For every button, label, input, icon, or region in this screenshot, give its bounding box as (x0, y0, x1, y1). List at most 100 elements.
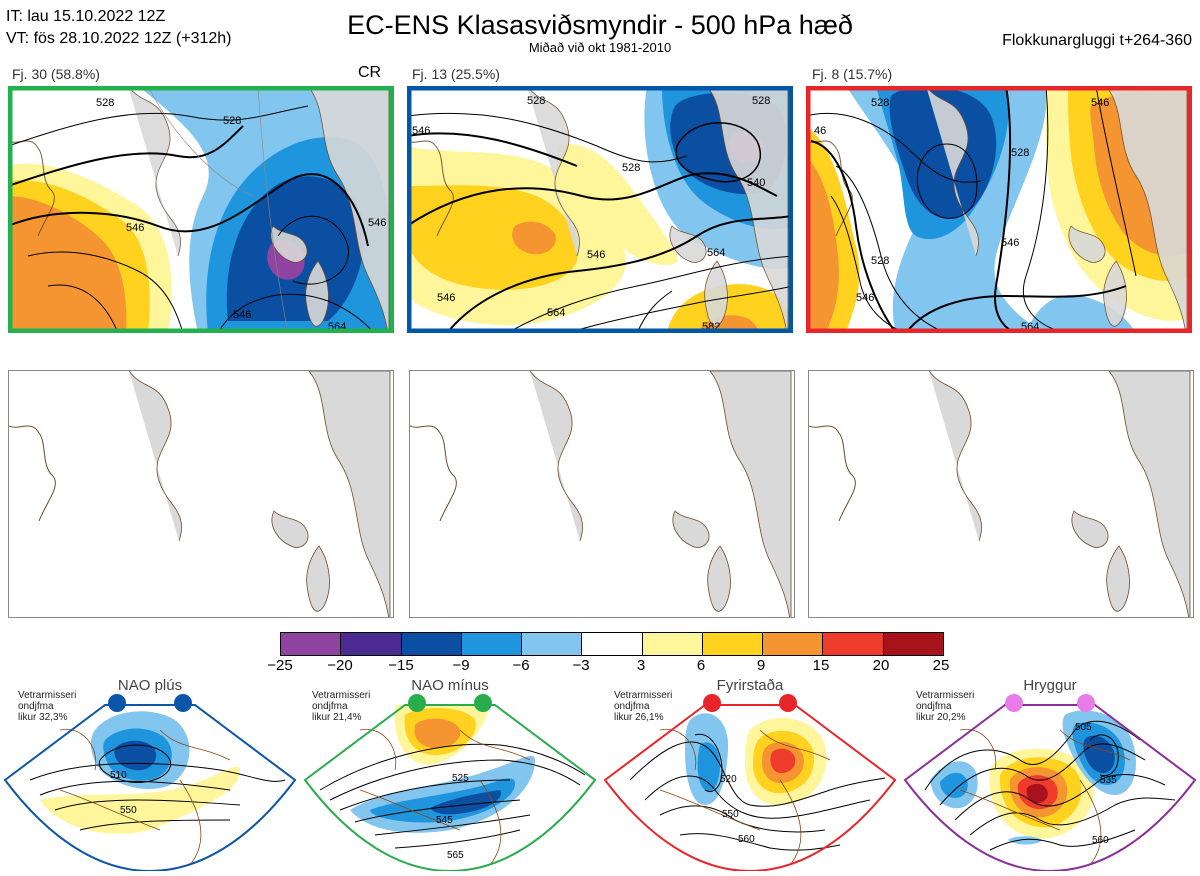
regime-4-marker (1077, 694, 1095, 712)
regime-1-contour-label: 550 (120, 805, 137, 816)
cluster-2-contour-label: 564 (547, 307, 565, 319)
regime-4-contour-label: 535 (1100, 775, 1117, 786)
page-title: EC-ENS Klasasviðsmyndir - 500 hPa hæð (347, 10, 853, 40)
regime-4-probability: likur 20,2% (916, 712, 966, 723)
regime-4-title: Hryggur (1023, 677, 1077, 694)
colorbar-swatch (702, 633, 764, 655)
cluster-1-label: Fj. 30 (58.8%) (12, 66, 100, 82)
cluster-1-contour-label: 528 (223, 115, 241, 127)
colorbar-swatch (582, 633, 643, 655)
colorbar-tick: 3 (636, 657, 646, 674)
valid-time: VT: fös 28.10.2022 12Z (+312h) (6, 30, 232, 47)
regime-3-title: Fyrirstaða (716, 677, 784, 694)
regime-2-probability: likur 21,4% (312, 712, 362, 723)
cluster-2-contour-label: 546 (412, 125, 430, 137)
cluster-2-contour-label: 546 (587, 249, 605, 261)
cluster-1-contour-label: 528 (96, 97, 114, 109)
regime-1-title: NAO plús (117, 677, 183, 694)
regime-2-months: ondjfma (312, 701, 348, 712)
regime-4-map: 505 535 560 (900, 690, 1200, 873)
colorbar (280, 632, 944, 656)
classification-window: Flokkunargluggi t+264-360 (1002, 32, 1192, 49)
cluster-2-contour-label: 528 (622, 162, 640, 174)
init-time: IT: lau 15.10.2022 12Z (6, 8, 166, 25)
regime-1-months: ondjfma (18, 701, 54, 712)
cluster-2-map: 528 546 546 564 528 540 564 546 582 528 (407, 86, 793, 333)
cluster-3-contour-label: 546 (1091, 97, 1109, 109)
regime-4-months: ondjfma (916, 701, 952, 712)
cluster-2-contour-label: 540 (747, 177, 765, 189)
regime-2-info: Vetrarmisseri ondjfma likur 21,4% (312, 690, 370, 723)
regime-1-marker (108, 694, 126, 712)
colorbar-tick: −3 (572, 657, 590, 674)
cluster-3-contour-label: 528 (871, 255, 889, 267)
regime-4-contour-label: 505 (1075, 722, 1092, 733)
colorbar-tick: 20 (872, 657, 890, 674)
regime-2-marker (474, 694, 492, 712)
empty-map-1 (8, 370, 394, 618)
regime-3-contour-label: 520 (720, 774, 737, 785)
page-subtitle: Miðað við okt 1981-2010 (528, 40, 672, 55)
cluster-2-contour-label: 546 (437, 292, 455, 304)
cluster-1-map: 528 546 546 546 564 528 (8, 86, 394, 333)
regime-3-season: Vetrarmisseri (614, 690, 673, 701)
colorbar-swatch (281, 633, 342, 655)
colorbar-swatch (522, 633, 583, 655)
colorbar-swatch (763, 633, 824, 655)
regime-3-marker (703, 694, 721, 712)
regime-4-season: Vetrarmisseri (916, 690, 975, 701)
colorbar-swatch (883, 633, 943, 655)
regime-1-info: Vetrarmisseri ondjfma likur 32,3% (18, 690, 76, 723)
regime-2-marker (408, 694, 426, 712)
colorbar-tick: −15 (388, 657, 414, 674)
regime-3-contour-label: 550 (722, 809, 739, 820)
regime-3-contour-label: 560 (738, 834, 755, 845)
cluster-1-contour-label: 546 (368, 217, 386, 229)
colorbar-tick: −20 (327, 657, 353, 674)
regime-1-season: Vetrarmisseri (18, 690, 77, 701)
regime-3-info: Vetrarmisseri ondjfma likur 26,1% (614, 690, 672, 723)
colorbar-tick: −25 (267, 657, 293, 674)
colorbar-tick: 25 (932, 657, 950, 674)
regime-3-months: ondjfma (614, 701, 650, 712)
empty-map-2 (409, 370, 795, 618)
cluster-3-contour-label: 528 (1011, 147, 1029, 159)
regime-2-map: 525 545 565 (300, 690, 600, 873)
cluster-2-contour-label: 528 (527, 95, 545, 107)
regime-4-marker (1005, 694, 1023, 712)
regime-4-contour-label: 560 (1092, 835, 1109, 846)
cluster-3-label: Fj. 8 (15.7%) (812, 66, 893, 82)
regime-4-info: Vetrarmisseri ondjfma likur 20,2% (916, 690, 974, 723)
cluster-3-contour-label: 546 (856, 292, 874, 304)
colorbar-swatch (823, 633, 884, 655)
cluster-2-label: Fj. 13 (25.5%) (412, 66, 500, 82)
cluster-3-contour-label: 546 (1001, 237, 1019, 249)
cluster-3-contour-label: 528 (871, 97, 889, 109)
regime-3-map: 520 550 560 (600, 690, 900, 873)
regime-2-season: Vetrarmisseri (312, 690, 371, 701)
colorbar-tick: 15 (812, 657, 830, 674)
cluster-1-tag: CR (358, 64, 382, 81)
header-dates: IT: lau 15.10.2022 12Z VT: fös 28.10.202… (6, 6, 231, 50)
regime-3-probability: likur 26,1% (614, 712, 664, 723)
regime-1-marker (174, 694, 192, 712)
regime-1-map: 510 550 (0, 690, 300, 873)
colorbar-swatch (461, 633, 523, 655)
colorbar-swatch (401, 633, 462, 655)
colorbar-tick: −6 (512, 657, 530, 674)
colorbar-swatch (341, 633, 402, 655)
empty-map-3 (808, 370, 1194, 618)
regime-2-contour-label: 525 (452, 773, 469, 784)
colorbar-tick: −9 (452, 657, 470, 674)
colorbar-tick: 9 (756, 657, 766, 674)
colorbar-swatch (642, 633, 703, 655)
cluster-1-contour-label: 546 (126, 222, 144, 234)
cluster-2-contour-label: 564 (707, 247, 725, 259)
cluster-3-map: 528 46 546 528 528 546 546 564 (806, 86, 1192, 333)
regime-2-title: NAO mínus (411, 677, 489, 694)
regime-2-contour-label: 545 (436, 815, 453, 826)
regime-2-contour-label: 565 (447, 850, 464, 861)
cluster-2-contour-label: 528 (752, 95, 770, 107)
regime-3-marker (779, 694, 797, 712)
regime-1-probability: likur 32,3% (18, 712, 68, 723)
